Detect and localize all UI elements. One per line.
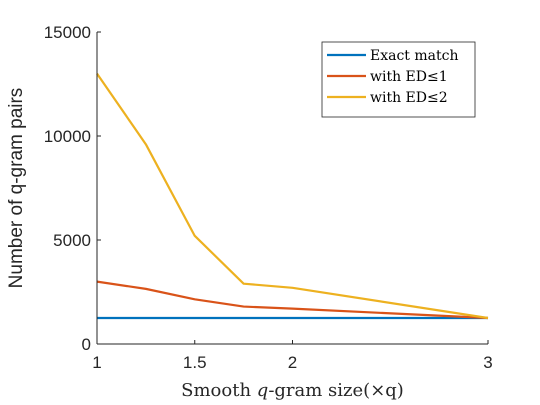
x-axis-title-italic: q (257, 380, 269, 401)
y-tick-label: 10000 (44, 127, 91, 146)
y-axis-title: Number of q-gram pairs (6, 88, 27, 289)
y-tick-label: 5000 (53, 231, 91, 250)
legend: Exact match with ED≤1 with ED≤2 (321, 41, 476, 118)
series-line-3 (96, 72, 489, 320)
x-tick-label: 1 (92, 353, 101, 372)
x-tick-label: 3 (483, 353, 492, 372)
series-layer (96, 72, 489, 320)
x-axis-title-suffix: -gram size(×q) (268, 380, 404, 401)
x-tick-label: 1.5 (183, 353, 207, 372)
ticks-layer: 1 1.5 2 3 0 5000 10000 15000 (44, 23, 493, 372)
x-axis-title: Smooth q-gram size(×q) (181, 380, 404, 401)
y-tick-label: 15000 (44, 23, 91, 42)
series-line-2 (96, 280, 489, 320)
legend-label-3: with ED≤2 (370, 90, 448, 106)
legend-label-1: Exact match (370, 48, 458, 64)
x-tick-label: 2 (288, 353, 297, 372)
x-axis-title-prefix: Smooth (181, 380, 257, 401)
y-tick-label: 0 (82, 335, 91, 354)
legend-label-2: with ED≤1 (370, 69, 448, 85)
